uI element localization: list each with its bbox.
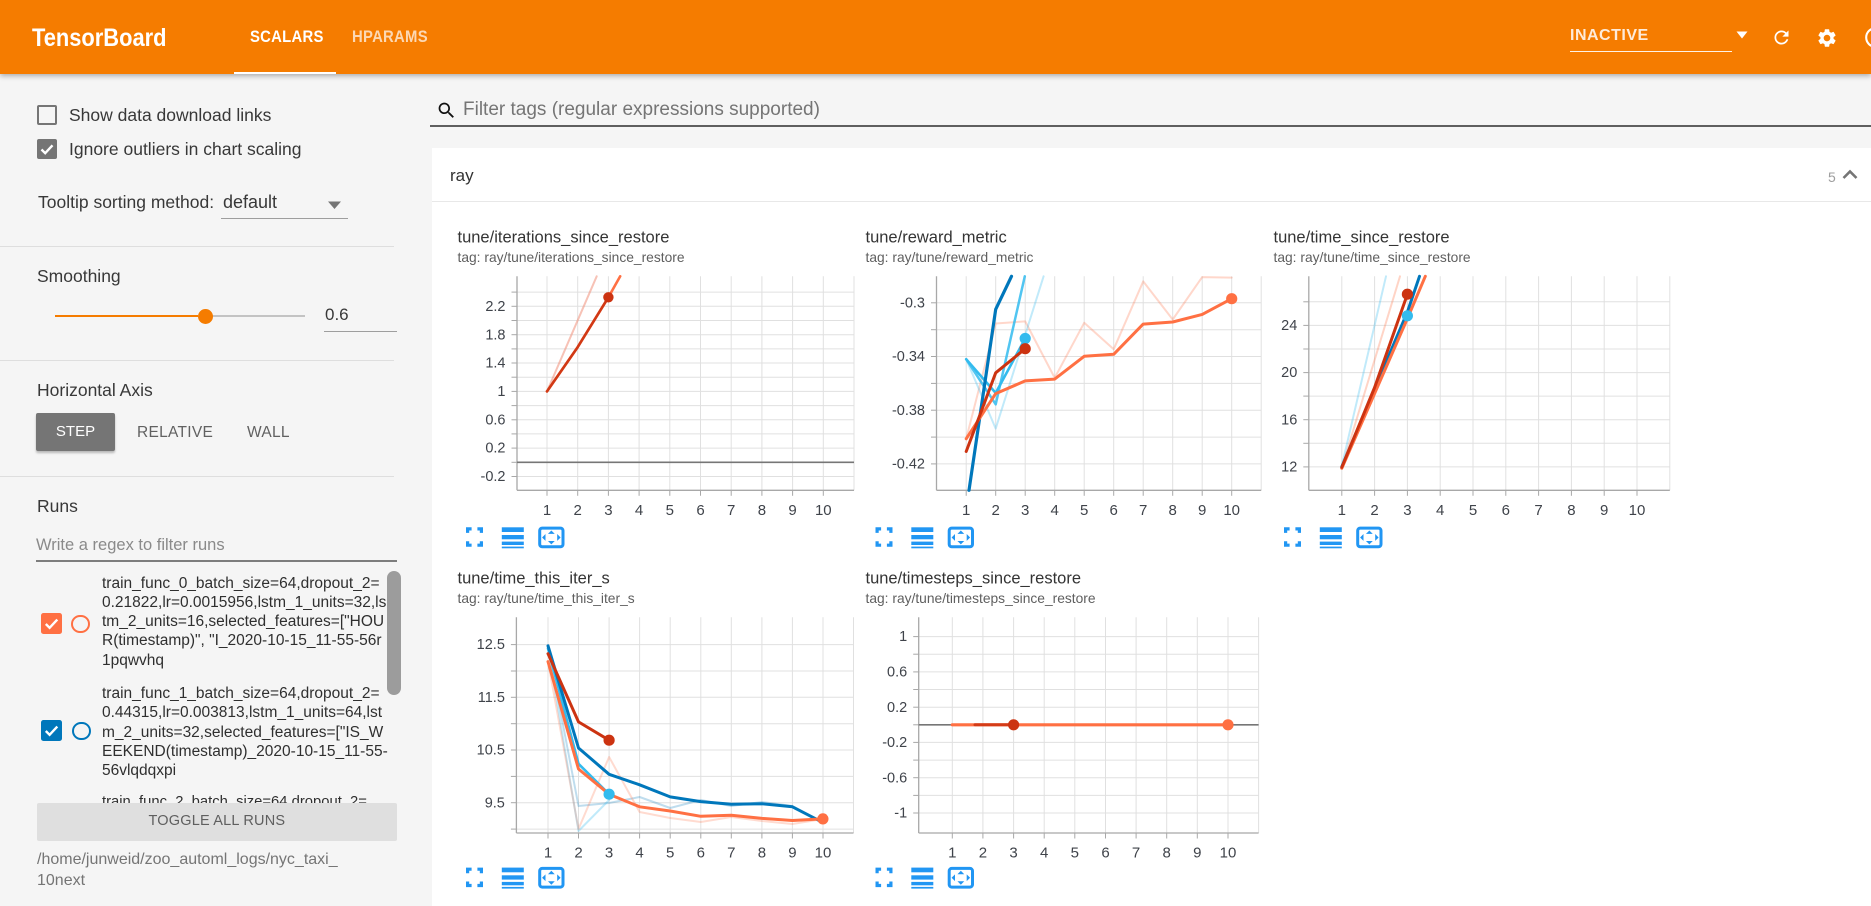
svg-text:10: 10	[1223, 502, 1240, 519]
svg-text:0.2: 0.2	[485, 441, 505, 457]
svg-text:9: 9	[1600, 502, 1608, 519]
svg-text:-0.6: -0.6	[882, 770, 907, 786]
svg-text:0.2: 0.2	[887, 700, 907, 716]
svg-text:4: 4	[1436, 502, 1444, 519]
svg-text:7: 7	[1139, 502, 1147, 519]
svg-text:10: 10	[815, 502, 832, 519]
svg-text:0.6: 0.6	[887, 665, 907, 681]
svg-text:tag: ray/tune/time_since_resto: tag: ray/tune/time_since_restore	[1274, 250, 1471, 265]
svg-text:tag: ray/tune/time_this_iter_s: tag: ray/tune/time_this_iter_s	[458, 591, 635, 606]
svg-text:4: 4	[635, 845, 643, 862]
svg-text:7: 7	[1132, 845, 1140, 862]
svg-text:0.6: 0.6	[485, 412, 505, 428]
svg-text:4: 4	[1040, 845, 1048, 862]
svg-text:tune/time_this_iter_s: tune/time_this_iter_s	[458, 570, 610, 588]
svg-text:8: 8	[758, 502, 766, 519]
svg-text:1: 1	[899, 629, 907, 645]
svg-text:12: 12	[1281, 460, 1297, 476]
svg-text:24: 24	[1281, 318, 1297, 334]
svg-text:-0.2: -0.2	[882, 735, 907, 751]
svg-text:8: 8	[1169, 502, 1177, 519]
svg-text:1: 1	[543, 502, 551, 519]
svg-text:1.8: 1.8	[485, 327, 505, 343]
svg-text:8: 8	[758, 845, 766, 862]
svg-text:tag: ray/tune/iterations_since: tag: ray/tune/iterations_since_restore	[458, 250, 685, 265]
svg-text:2: 2	[979, 845, 987, 862]
svg-text:9: 9	[788, 502, 796, 519]
svg-text:10: 10	[1629, 502, 1646, 519]
svg-text:tag: ray/tune/timesteps_since_: tag: ray/tune/timesteps_since_restore	[866, 591, 1096, 606]
svg-text:1: 1	[1338, 502, 1346, 519]
svg-text:1: 1	[544, 845, 552, 862]
svg-text:6: 6	[1110, 502, 1118, 519]
svg-text:10.5: 10.5	[477, 743, 505, 759]
svg-text:tag: ray/tune/reward_metric: tag: ray/tune/reward_metric	[866, 250, 1034, 265]
svg-text:-0.42: -0.42	[892, 457, 925, 473]
svg-text:3: 3	[605, 845, 613, 862]
svg-text:10: 10	[1220, 845, 1237, 862]
svg-text:10: 10	[815, 845, 832, 862]
svg-text:3: 3	[604, 502, 612, 519]
svg-text:6: 6	[697, 845, 705, 862]
svg-text:5: 5	[666, 845, 674, 862]
svg-text:11.5: 11.5	[478, 690, 505, 706]
svg-text:9: 9	[1193, 845, 1201, 862]
svg-text:-0.2: -0.2	[481, 469, 506, 485]
svg-text:6: 6	[1101, 845, 1109, 862]
svg-text:2: 2	[1370, 502, 1378, 519]
svg-text:7: 7	[727, 845, 735, 862]
svg-text:2: 2	[574, 845, 582, 862]
svg-text:9: 9	[1198, 502, 1206, 519]
svg-text:1.4: 1.4	[485, 356, 505, 372]
svg-text:-0.34: -0.34	[892, 349, 925, 365]
svg-text:-0.38: -0.38	[892, 403, 925, 419]
svg-text:1: 1	[948, 845, 956, 862]
svg-text:8: 8	[1567, 502, 1575, 519]
svg-text:6: 6	[696, 502, 704, 519]
svg-text:-0.3: -0.3	[900, 295, 925, 311]
svg-text:4: 4	[1051, 502, 1059, 519]
svg-text:9: 9	[788, 845, 796, 862]
svg-text:tune/reward_metric: tune/reward_metric	[866, 229, 1007, 247]
svg-text:7: 7	[727, 502, 735, 519]
svg-text:7: 7	[1534, 502, 1542, 519]
svg-text:5: 5	[1071, 845, 1079, 862]
svg-text:6: 6	[1502, 502, 1510, 519]
svg-text:3: 3	[1021, 502, 1029, 519]
svg-text:5: 5	[666, 502, 674, 519]
svg-text:tune/timesteps_since_restore: tune/timesteps_since_restore	[866, 570, 1082, 588]
svg-text:3: 3	[1009, 845, 1017, 862]
svg-text:2: 2	[992, 502, 1000, 519]
svg-text:9.5: 9.5	[485, 795, 505, 811]
svg-text:tune/iterations_since_restore: tune/iterations_since_restore	[458, 229, 670, 247]
svg-text:2: 2	[574, 502, 582, 519]
svg-text:20: 20	[1281, 365, 1297, 381]
svg-text:1: 1	[497, 384, 505, 400]
svg-text:-1: -1	[894, 806, 907, 822]
svg-text:4: 4	[635, 502, 643, 519]
svg-text:16: 16	[1281, 412, 1297, 428]
svg-text:1: 1	[962, 502, 970, 519]
svg-text:5: 5	[1469, 502, 1477, 519]
svg-text:tune/time_since_restore: tune/time_since_restore	[1274, 229, 1450, 247]
svg-text:12.5: 12.5	[477, 637, 505, 653]
svg-text:3: 3	[1403, 502, 1411, 519]
svg-text:2.2: 2.2	[485, 299, 505, 315]
svg-text:5: 5	[1080, 502, 1088, 519]
svg-text:8: 8	[1163, 845, 1171, 862]
